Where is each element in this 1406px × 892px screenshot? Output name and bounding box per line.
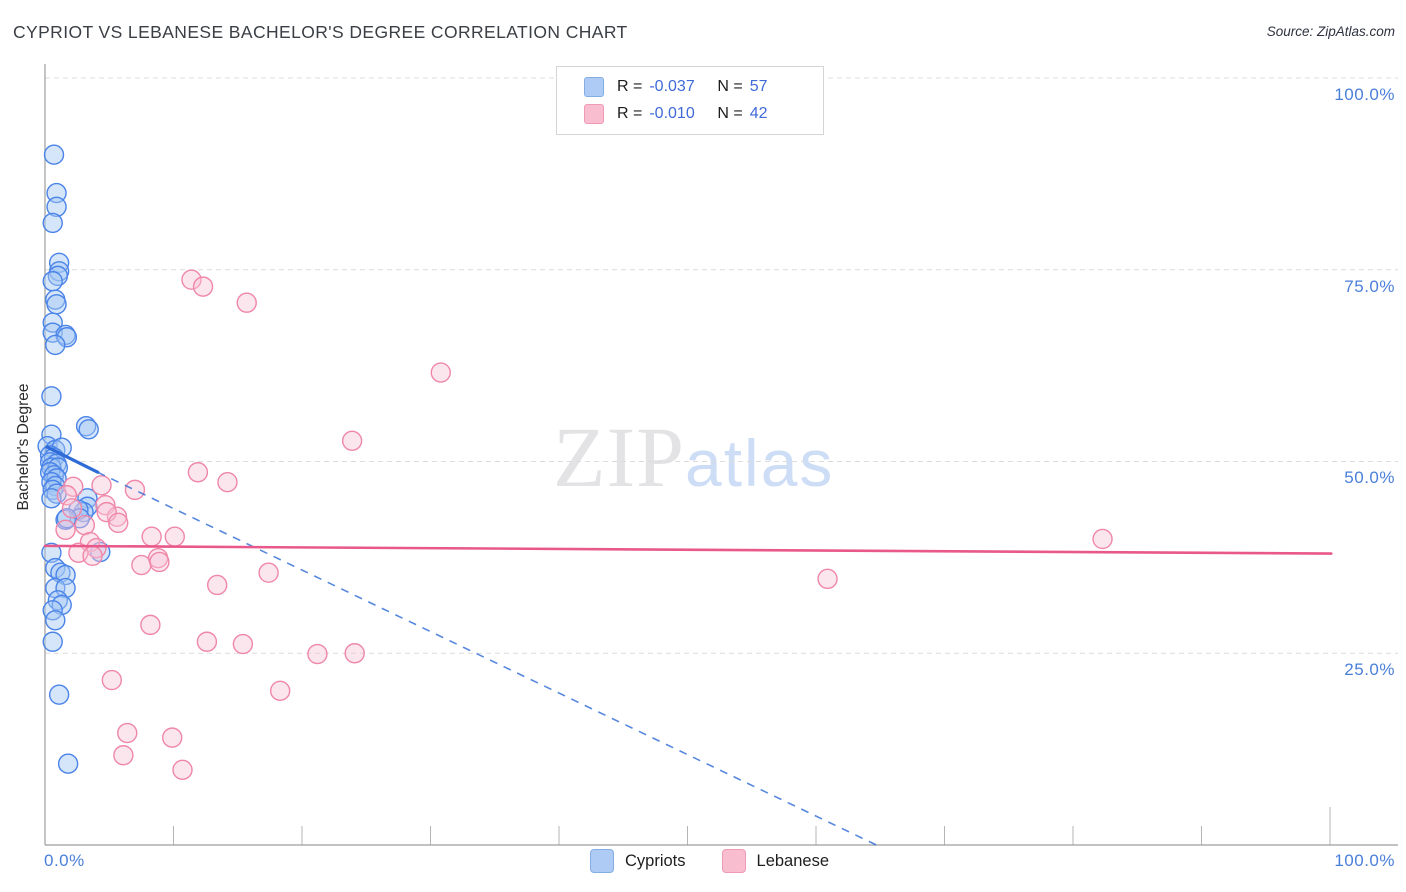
cypriots-point[interactable] (41, 542, 62, 563)
r-value: -0.037 (649, 77, 695, 95)
cypriots-point[interactable] (46, 294, 67, 315)
cypriots-point[interactable] (75, 416, 97, 437)
lebanese-point[interactable] (341, 430, 363, 451)
cypriots-point[interactable] (41, 386, 62, 407)
lebanese-point[interactable] (91, 475, 112, 496)
lebanese-point[interactable] (187, 462, 209, 483)
lebanese-point[interactable] (117, 722, 138, 744)
cypriots-point[interactable] (78, 419, 99, 440)
cypriots-point[interactable] (57, 753, 79, 774)
r-label: R = (617, 104, 643, 122)
bottom-legend: Cypriots Lebanese (590, 849, 829, 873)
cypriots-point[interactable] (43, 144, 65, 165)
lebanese-point[interactable] (113, 745, 134, 766)
lebanese-point[interactable] (192, 276, 214, 297)
cypriots-point[interactable] (55, 577, 76, 599)
cypriots-point[interactable] (42, 212, 63, 234)
source-label: Source: ZipAtlas.com (1266, 24, 1395, 39)
legend-box: R = -0.037 N = 57 R = -0.010 N = 42 (556, 66, 824, 135)
lebanese-point[interactable] (106, 506, 128, 527)
lebanese-point[interactable] (232, 633, 254, 655)
legend-item-cypriots: Cypriots (590, 849, 686, 873)
legend-item-label: Cypriots (625, 851, 686, 870)
page-title: CYPRIOT VS LEBANESE BACHELOR'S DEGREE CO… (13, 22, 628, 42)
cypriots-point[interactable] (56, 327, 78, 348)
lebanese-point[interactable] (162, 727, 183, 748)
legend-item-label: Lebanese (756, 851, 830, 870)
cypriots-point[interactable] (41, 472, 62, 493)
lebanese-point[interactable] (1092, 528, 1113, 550)
cypriots-point[interactable] (45, 334, 66, 356)
lebanese-trendline (43, 544, 1333, 555)
lebanese-point[interactable] (61, 498, 83, 519)
cypriots-trendline (45, 445, 100, 474)
legend-item-lebanese: Lebanese (721, 849, 830, 873)
legend-row-lebanese: R = -0.010 N = 42 (557, 100, 823, 127)
lebanese-point[interactable] (164, 526, 185, 547)
lebanese-point[interactable] (101, 669, 123, 691)
y-axis-tick-label: 25.0% (1344, 660, 1395, 679)
cypriots-point[interactable] (46, 196, 67, 218)
lebanese-point[interactable] (817, 568, 838, 590)
y-axis-tick-label: 75.0% (1344, 277, 1395, 296)
lebanese-point[interactable] (181, 269, 202, 290)
y-axis-tick-label: 50.0% (1344, 468, 1395, 487)
legend-row-cypriots: R = -0.037 N = 57 (557, 73, 823, 100)
lebanese-point[interactable] (307, 643, 328, 665)
lebanese-swatch-icon (721, 849, 746, 873)
cypriots-point[interactable] (42, 631, 63, 652)
lebanese-point[interactable] (236, 292, 257, 313)
lebanese-point[interactable] (82, 545, 103, 567)
lebanese-point[interactable] (258, 562, 279, 583)
cypriots-point[interactable] (42, 271, 63, 292)
lebanese-point[interactable] (172, 759, 193, 781)
n-value: 42 (749, 104, 768, 122)
cypriots-trendline-extrapolated (97, 471, 877, 846)
lebanese-point[interactable] (55, 519, 76, 540)
lebanese-point[interactable] (56, 485, 78, 506)
n-label: N = (717, 104, 743, 122)
lebanese-point[interactable] (124, 479, 146, 501)
n-label: N = (717, 77, 743, 95)
n-value: 57 (749, 77, 768, 95)
lebanese-point[interactable] (149, 551, 170, 573)
cypriots-point[interactable] (48, 684, 70, 705)
cypriots-point[interactable] (41, 488, 62, 509)
x-axis-tick-label-min: 0.0% (44, 851, 85, 870)
y-axis-tick-label: 100.0% (1334, 85, 1395, 104)
lebanese-point[interactable] (430, 362, 451, 383)
x-axis-tick-label-max: 100.0% (1334, 851, 1395, 870)
r-value: -0.010 (649, 104, 695, 122)
lebanese-point[interactable] (140, 614, 161, 636)
y-axis-title: Bachelor's Degree (15, 383, 32, 511)
lebanese-point[interactable] (131, 554, 152, 576)
lebanese-point[interactable] (206, 574, 228, 596)
cypriots-swatch-icon (590, 849, 614, 873)
lebanese-point[interactable] (344, 643, 365, 664)
lebanese-point[interactable] (108, 512, 129, 534)
lebanese-point[interactable] (141, 526, 162, 547)
lebanese-swatch-icon (584, 103, 604, 124)
lebanese-point[interactable] (217, 472, 238, 493)
cypriots-swatch-icon (584, 76, 604, 97)
lebanese-point[interactable] (74, 514, 96, 536)
lebanese-point[interactable] (269, 680, 291, 702)
cypriots-point[interactable] (46, 182, 67, 204)
r-label: R = (617, 77, 643, 95)
lebanese-point[interactable] (196, 631, 218, 652)
cypriots-point[interactable] (45, 610, 66, 631)
